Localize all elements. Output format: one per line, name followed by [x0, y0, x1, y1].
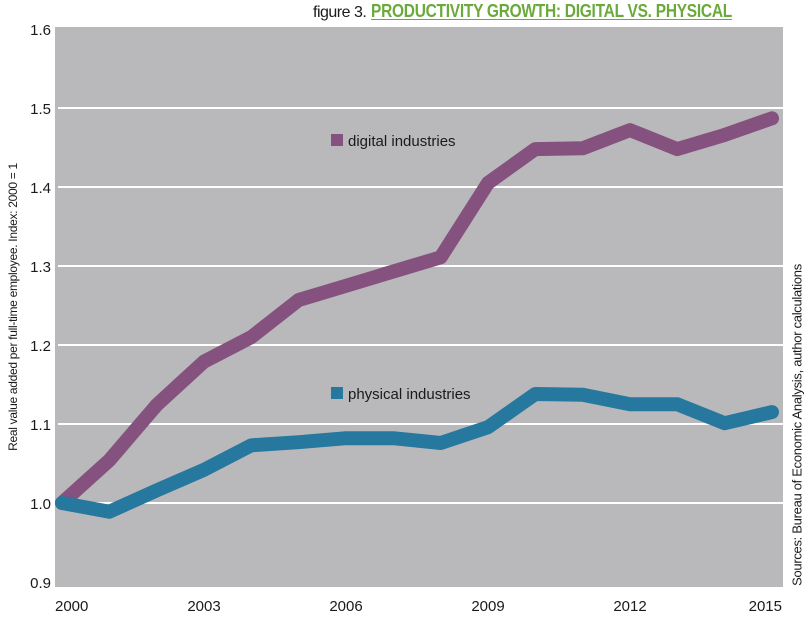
legend-label-digital: digital industries [348, 133, 456, 150]
data-point-digital-2013 [676, 148, 678, 150]
data-point-physical-2011 [582, 394, 584, 396]
series-line-physical [55, 387, 779, 519]
figure-title: figure 3. PRODUCTIVITY GROWTH: DIGITAL V… [313, 1, 790, 22]
legend-swatch-digital [331, 134, 343, 146]
legend: digital industries physical industries [331, 133, 471, 403]
data-point-physical-2006 [345, 437, 347, 439]
y-tick-label: 1.1 [30, 417, 51, 434]
data-point-digital-2011 [582, 147, 584, 149]
y-axis-label: Real value added per full-time employee.… [6, 163, 20, 451]
data-point-physical-2008 [440, 442, 442, 444]
series-lines [55, 111, 779, 519]
data-point-digital-2003 [203, 361, 205, 363]
x-tick-label: 2006 [329, 598, 362, 615]
data-point-physical-2000 [61, 502, 63, 504]
data-point-digital-2014 [724, 134, 726, 136]
data-point-digital-2001 [108, 459, 110, 461]
y-tick-label: 0.9 [30, 575, 51, 592]
y-tick-label: 1.4 [30, 180, 51, 197]
y-tick-label: 1.2 [30, 338, 51, 355]
data-point-physical-2003 [203, 469, 205, 471]
data-point-digital-2009 [487, 182, 489, 184]
x-tick-label: 2000 [55, 598, 88, 615]
series-line-digital [55, 111, 779, 510]
source-note: Sources: Bureau of Economic Analysis, au… [789, 264, 805, 586]
y-tick-label: 1.6 [30, 22, 51, 39]
data-point-digital-2002 [156, 404, 158, 406]
chart-title: PRODUCTIVITY GROWTH: DIGITAL VS. PHYSICA… [370, 1, 732, 21]
x-tick-label: 2009 [471, 598, 504, 615]
data-point-digital-2012 [629, 129, 631, 131]
x-tick-label: 2012 [613, 598, 646, 615]
y-tick-label: 1.3 [30, 259, 51, 276]
data-point-digital-2015 [771, 117, 773, 119]
data-point-physical-2012 [629, 403, 631, 405]
x-axis-ticks: 2000 2003 2006 2009 2012 2015 [55, 598, 782, 615]
data-point-physical-2005 [298, 441, 300, 443]
legend-swatch-physical [331, 387, 343, 399]
y-tick-label: 1.0 [30, 496, 51, 513]
x-tick-label: 2015 [749, 598, 782, 615]
legend-label-physical: physical industries [348, 386, 471, 403]
data-point-physical-2001 [108, 511, 110, 513]
data-point-physical-2009 [487, 426, 489, 428]
data-point-digital-2006 [345, 285, 347, 287]
plot-background [55, 27, 783, 587]
data-point-physical-2010 [534, 393, 536, 395]
figure-number: figure 3. [313, 4, 367, 21]
y-tick-label: 1.5 [30, 101, 51, 118]
data-point-digital-2004 [250, 336, 252, 338]
data-point-physical-2004 [250, 444, 252, 446]
data-point-physical-2007 [392, 437, 394, 439]
y-axis-ticks: 0.9 1.0 1.1 1.2 1.3 1.4 1.5 1.6 [30, 22, 51, 592]
data-point-physical-2002 [156, 489, 158, 491]
data-point-digital-2008 [440, 256, 442, 258]
data-point-physical-2014 [724, 422, 726, 424]
data-point-digital-2010 [534, 148, 536, 150]
data-point-digital-2007 [392, 271, 394, 273]
data-point-physical-2013 [676, 403, 678, 405]
x-tick-label: 2003 [187, 598, 220, 615]
data-point-digital-2005 [298, 299, 300, 301]
data-point-physical-2015 [771, 411, 773, 413]
